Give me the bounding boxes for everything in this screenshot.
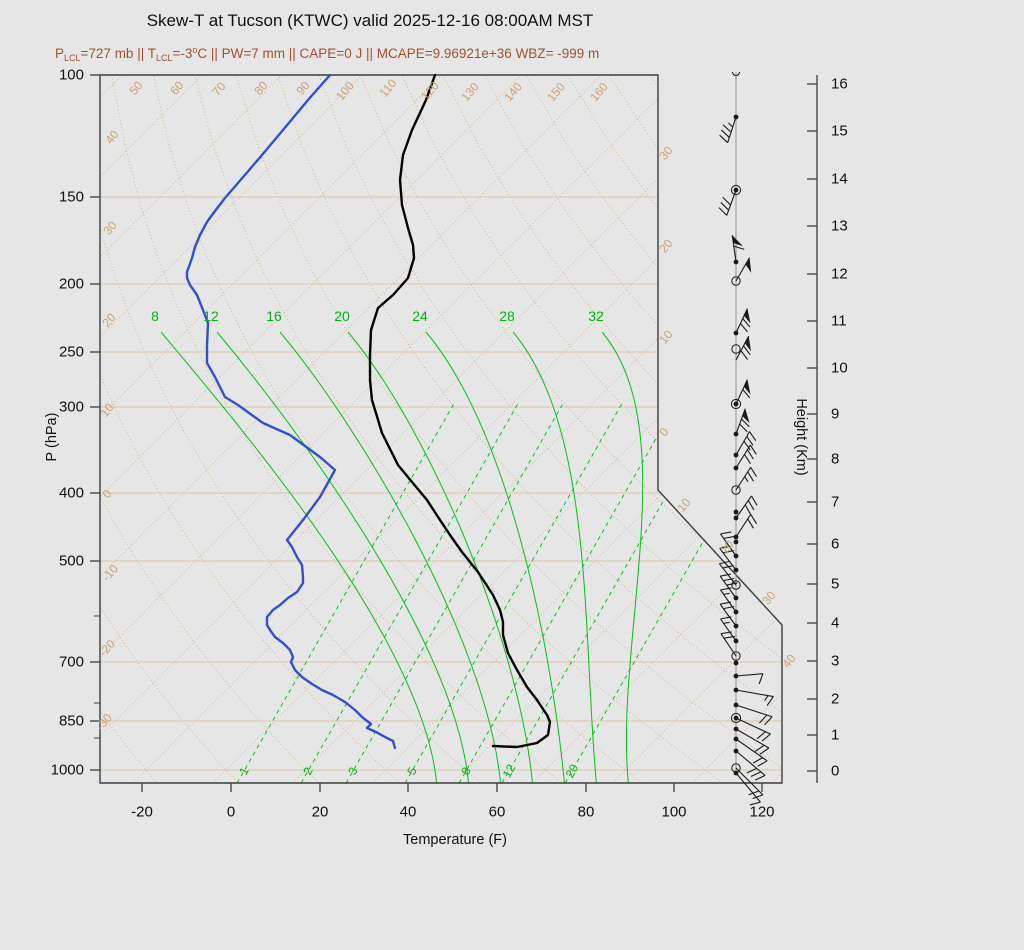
wind-barb-column <box>718 71 774 806</box>
axis-ticks <box>90 74 818 792</box>
plot-frame <box>99 74 783 784</box>
temperature-trace <box>368 73 552 749</box>
background-lines <box>100 75 782 783</box>
dewpoint-trace <box>185 73 397 750</box>
